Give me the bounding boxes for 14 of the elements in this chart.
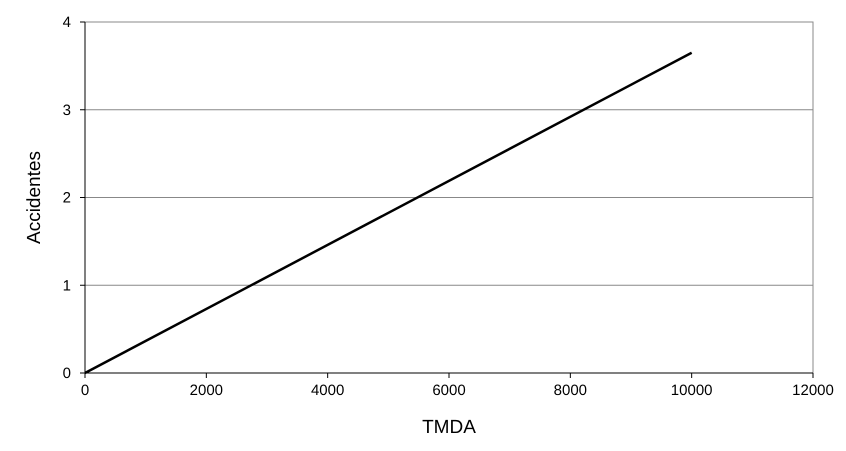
y-axis-title: Accidentes [24,151,45,244]
y-tick-label: 4 [62,14,71,31]
x-tick-label: 8000 [554,382,588,399]
y-tick-label: 2 [62,190,71,206]
x-tick-label: 6000 [432,382,466,399]
x-tick-label: 4000 [310,382,344,399]
x-tick-label: 2000 [190,382,224,399]
x-tick-label: 12000 [792,382,834,399]
x-tick-label: 0 [80,382,90,399]
x-tick-label: 10000 [670,382,713,399]
y-tick-label: 0 [62,365,71,382]
x-axis-title: TMDA [422,417,476,438]
y-tick-label: 1 [62,277,71,294]
y-tick-label: 3 [62,102,71,119]
